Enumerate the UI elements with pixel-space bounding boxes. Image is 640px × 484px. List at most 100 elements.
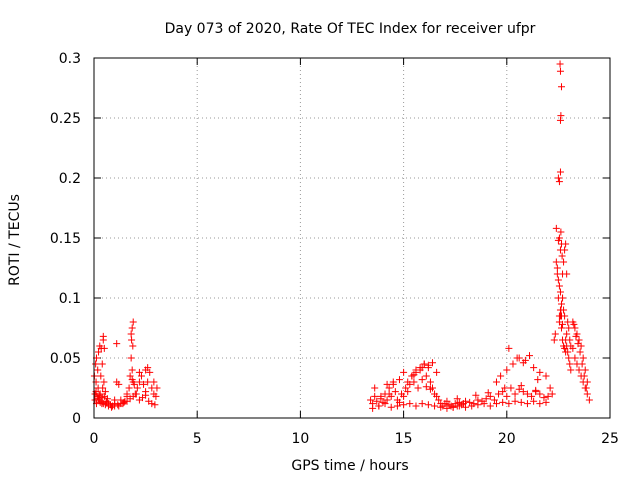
data-point [571, 324, 579, 332]
data-point [129, 318, 137, 326]
data-point [499, 388, 507, 396]
data-point [556, 288, 564, 296]
data-point [564, 348, 572, 356]
data-point [443, 397, 451, 405]
data-point [492, 378, 500, 386]
data-point [490, 396, 498, 404]
data-point [495, 390, 503, 398]
data-point [420, 360, 428, 368]
data-point [551, 330, 559, 338]
data-point [563, 330, 571, 338]
data-point [391, 388, 399, 396]
axis-ticks: 0 5 10 15 20 25 0 0.05 0.1 0.15 0.2 0.25 0.3 [50, 51, 619, 447]
data-point [418, 364, 426, 372]
data-point [575, 366, 583, 374]
data-point [556, 67, 564, 75]
data-point [540, 394, 548, 402]
data-point [519, 359, 527, 367]
data-point [574, 340, 582, 348]
data-point [557, 300, 565, 308]
data-point [137, 372, 145, 380]
data-point [557, 83, 565, 91]
data-point [428, 359, 436, 367]
y-axis-label: ROTI / TECUs [7, 194, 23, 286]
data-point [580, 372, 588, 380]
data-point [395, 376, 403, 384]
data-point [414, 384, 422, 392]
data-point [144, 378, 152, 386]
data-point [557, 312, 565, 320]
data-point [449, 403, 457, 411]
data-point [515, 385, 523, 393]
data-point [153, 384, 161, 392]
data-point [585, 396, 593, 404]
data-point [480, 400, 488, 408]
data-point [536, 368, 544, 376]
data-point [99, 384, 107, 392]
data-point [130, 380, 138, 388]
data-point [484, 389, 492, 397]
x-tick-label: 15 [395, 431, 413, 447]
data-point [400, 392, 408, 400]
y-tick-label: 0.1 [59, 291, 81, 307]
data-point [474, 401, 482, 409]
data-point [544, 392, 552, 400]
data-point [499, 398, 507, 406]
data-point [433, 392, 441, 400]
data-point [113, 340, 121, 348]
data-point [140, 380, 148, 388]
data-point [120, 398, 128, 406]
data-point [433, 368, 441, 376]
y-tick-label: 0 [72, 411, 81, 427]
data-point [123, 392, 131, 400]
data-point [383, 396, 391, 404]
data-point [435, 396, 443, 404]
data-point [554, 276, 562, 284]
data-point [517, 398, 525, 406]
data-point [114, 401, 122, 409]
data-point [406, 380, 414, 388]
data-point [582, 384, 590, 392]
data-point [424, 361, 432, 369]
data-point [557, 112, 565, 120]
data-point [422, 383, 430, 391]
data-point [556, 246, 564, 254]
data-point [581, 366, 589, 374]
data-point [557, 228, 565, 236]
data-point [571, 354, 579, 362]
grid [94, 58, 610, 418]
data-point [369, 404, 377, 412]
data-point [453, 395, 461, 403]
data-point [125, 384, 133, 392]
data-point [135, 368, 143, 376]
data-point [579, 354, 587, 362]
data-point [395, 398, 403, 406]
data-point [443, 404, 451, 412]
data-point [96, 398, 104, 406]
data-point [128, 324, 136, 332]
data-point [557, 240, 565, 248]
data-point [530, 364, 538, 372]
data-point [555, 178, 563, 186]
data-point [424, 401, 432, 409]
data-point [482, 395, 490, 403]
data-point [513, 354, 521, 362]
data-point [536, 390, 544, 398]
data-point [563, 342, 571, 350]
data-point [466, 398, 474, 406]
scatter-points [90, 60, 593, 412]
data-point [418, 376, 426, 384]
data-point [557, 324, 565, 332]
data-point [387, 403, 395, 411]
data-point [135, 378, 143, 386]
data-point [406, 400, 414, 408]
data-point [523, 400, 531, 408]
data-point [128, 376, 136, 384]
x-tick-label: 20 [498, 431, 516, 447]
data-point [583, 378, 591, 386]
data-point [462, 403, 470, 411]
data-point [511, 390, 519, 398]
data-point [567, 366, 575, 374]
data-point [437, 403, 445, 411]
